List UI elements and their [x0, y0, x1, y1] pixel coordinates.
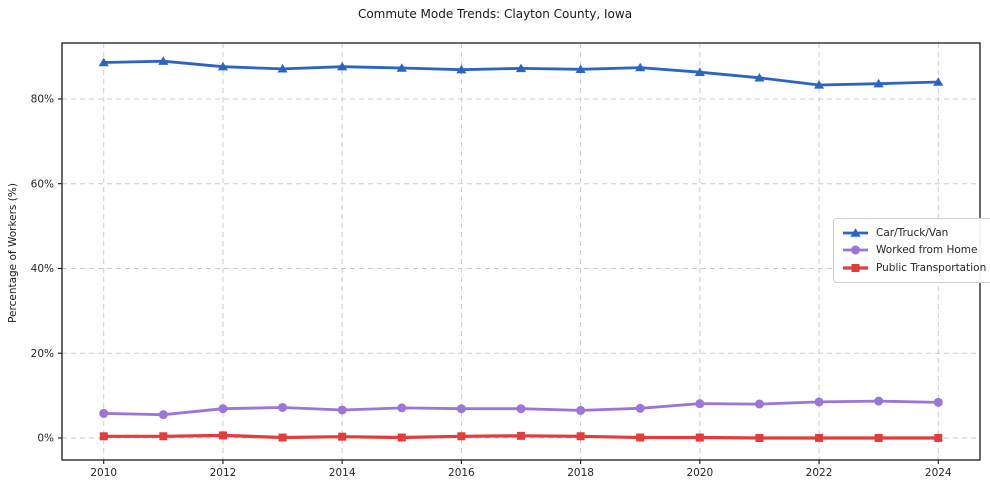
data-point-marker — [457, 432, 466, 441]
y-tick-label: 0% — [37, 433, 54, 445]
data-point-marker — [278, 402, 288, 412]
data-point-marker — [813, 80, 825, 89]
data-point-marker — [754, 399, 764, 409]
circle-legend-marker-icon — [843, 245, 868, 255]
data-point-marker — [636, 433, 645, 442]
square-legend-marker-icon — [843, 263, 868, 272]
data-point-marker — [934, 433, 943, 442]
data-point-marker — [933, 397, 943, 407]
legend-label: Public Transportation — [876, 261, 987, 274]
data-point-marker — [98, 57, 109, 67]
legend-item: Car/Truck/Van — [842, 225, 986, 241]
data-point-marker — [217, 61, 229, 71]
data-point-marker — [337, 61, 348, 71]
x-tick-label: 2020 — [686, 467, 713, 479]
data-point-marker — [338, 432, 347, 441]
data-point-marker — [397, 433, 406, 442]
legend-item: Worked from Home — [842, 243, 986, 259]
data-point-marker — [874, 396, 884, 406]
legend-marker-glyph — [850, 227, 861, 237]
y-tick-label: 40% — [31, 263, 54, 275]
data-point-marker — [576, 432, 585, 441]
data-point-marker — [695, 399, 705, 409]
data-point-marker — [218, 404, 228, 414]
legend-item: Public Transportation — [842, 260, 986, 276]
data-point-marker — [814, 397, 824, 407]
x-tick-label: 2010 — [90, 467, 117, 479]
triangle-legend-marker-icon — [843, 227, 868, 237]
data-point-marker — [99, 408, 109, 418]
data-point-marker — [277, 64, 288, 73]
data-point-marker — [158, 56, 169, 65]
data-point-marker — [218, 431, 227, 440]
data-point-marker — [158, 410, 168, 420]
data-point-marker — [576, 405, 586, 415]
data-point-marker — [635, 62, 646, 72]
data-point-marker — [99, 432, 108, 441]
data-point-marker — [515, 63, 527, 73]
data-point-marker — [815, 433, 824, 442]
y-tick-label: 20% — [31, 348, 54, 360]
data-point-marker — [575, 64, 586, 73]
data-point-marker — [337, 405, 347, 415]
x-tick-label: 2016 — [448, 467, 475, 479]
x-tick-label: 2024 — [925, 467, 952, 479]
data-point-marker — [517, 431, 525, 440]
y-tick-label: 80% — [31, 94, 54, 106]
series-worked-from-home — [99, 396, 943, 420]
data-point-marker — [635, 403, 645, 413]
series-public-transportation — [99, 431, 943, 442]
data-point-marker — [873, 78, 884, 88]
data-point-marker — [695, 433, 704, 442]
legend-marker-glyph — [851, 245, 860, 255]
x-tick-label: 2012 — [210, 467, 237, 479]
data-point-marker — [396, 63, 407, 72]
legend: Car/Truck/Van Worked from Home Public Tran… — [833, 218, 990, 283]
data-point-marker — [278, 433, 287, 442]
series-car-truck-van — [98, 56, 944, 89]
data-point-marker — [159, 432, 168, 441]
legend-label: Car/Truck/Van — [876, 226, 949, 239]
data-point-marker — [456, 64, 467, 74]
x-tick-label: 2022 — [806, 467, 833, 479]
data-point-marker — [397, 403, 407, 413]
data-point-marker — [516, 404, 526, 414]
legend-label: Worked from Home — [876, 244, 978, 257]
data-point-marker — [754, 72, 765, 82]
chart-title: Commute Mode Trends: Clayton County, Iow… — [357, 7, 633, 21]
x-tick-label: 2014 — [329, 467, 356, 479]
data-point-marker — [874, 433, 883, 442]
legend-marker-glyph — [851, 263, 860, 272]
data-point-marker — [755, 433, 764, 442]
data-point-marker — [933, 77, 944, 86]
data-point-marker — [456, 404, 466, 414]
x-tick-label: 2018 — [567, 467, 594, 479]
data-point-marker — [694, 67, 705, 76]
y-tick-label: 60% — [31, 178, 54, 190]
